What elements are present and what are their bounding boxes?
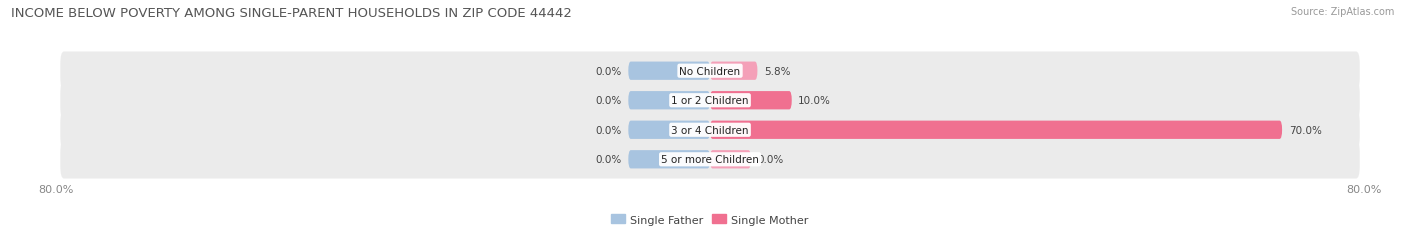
Text: 0.0%: 0.0% bbox=[758, 155, 783, 164]
Text: 0.0%: 0.0% bbox=[596, 155, 621, 164]
FancyBboxPatch shape bbox=[710, 150, 751, 169]
Text: 0.0%: 0.0% bbox=[596, 96, 621, 106]
Text: Source: ZipAtlas.com: Source: ZipAtlas.com bbox=[1291, 7, 1395, 17]
FancyBboxPatch shape bbox=[60, 52, 1360, 91]
FancyBboxPatch shape bbox=[628, 92, 710, 110]
FancyBboxPatch shape bbox=[60, 82, 1360, 120]
Text: No Children: No Children bbox=[679, 67, 741, 76]
Text: INCOME BELOW POVERTY AMONG SINGLE-PARENT HOUSEHOLDS IN ZIP CODE 44442: INCOME BELOW POVERTY AMONG SINGLE-PARENT… bbox=[11, 7, 572, 20]
Text: 70.0%: 70.0% bbox=[1289, 125, 1322, 135]
FancyBboxPatch shape bbox=[60, 140, 1360, 179]
Text: 3 or 4 Children: 3 or 4 Children bbox=[671, 125, 749, 135]
Text: 5.8%: 5.8% bbox=[763, 67, 790, 76]
FancyBboxPatch shape bbox=[60, 111, 1360, 149]
FancyBboxPatch shape bbox=[628, 121, 710, 139]
FancyBboxPatch shape bbox=[710, 121, 1282, 139]
Text: 0.0%: 0.0% bbox=[596, 125, 621, 135]
Text: 10.0%: 10.0% bbox=[799, 96, 831, 106]
FancyBboxPatch shape bbox=[628, 62, 710, 81]
Text: 0.0%: 0.0% bbox=[596, 67, 621, 76]
Legend: Single Father, Single Mother: Single Father, Single Mother bbox=[607, 210, 813, 229]
FancyBboxPatch shape bbox=[710, 92, 792, 110]
FancyBboxPatch shape bbox=[628, 150, 710, 169]
Text: 5 or more Children: 5 or more Children bbox=[661, 155, 759, 164]
Text: 1 or 2 Children: 1 or 2 Children bbox=[671, 96, 749, 106]
FancyBboxPatch shape bbox=[710, 62, 758, 81]
